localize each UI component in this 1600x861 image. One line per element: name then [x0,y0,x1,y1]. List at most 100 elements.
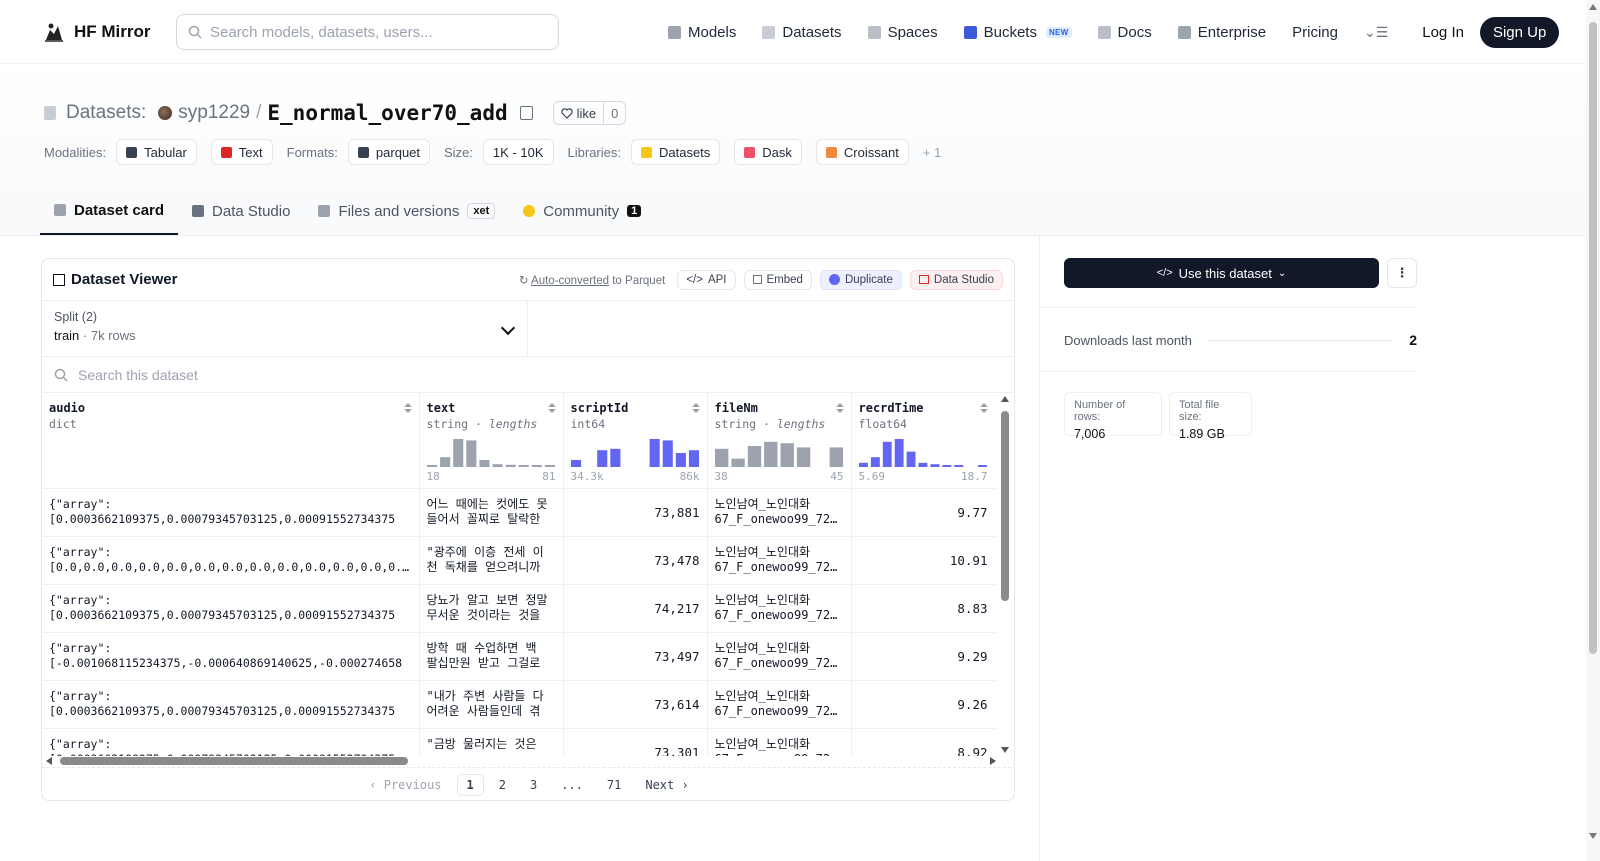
tag-size[interactable]: 1K - 10K [482,139,554,165]
login-link[interactable]: Log In [1422,23,1464,41]
tag-library-datasets[interactable]: Datasets [630,139,721,165]
column-header-audio[interactable]: audio dict [42,393,420,489]
tab-data-studio[interactable]: Data Studio [178,187,304,235]
nav-datasets[interactable]: Datasets [762,24,842,41]
histogram-bar[interactable] [730,458,745,467]
page-2-button[interactable]: 2 [498,777,506,792]
tag-library-dask[interactable]: Dask [734,139,802,165]
histogram-bar[interactable] [649,439,660,467]
api-button[interactable]: </> API [677,269,736,290]
repo-owner-link[interactable]: syp1229 [178,102,251,123]
tab-community[interactable]: Community 1 [509,187,655,235]
page-71-button[interactable]: 71 [606,777,622,792]
table-row[interactable]: {"array": [-0.001068115234375,-0.00064086… [42,632,995,681]
page-1-button[interactable]: 1 [456,773,484,796]
histogram-bar[interactable] [953,465,963,467]
cell-text[interactable]: 당뇨가 알고 보면 정말 무서운 것이라는 것을 [419,584,564,633]
cell-audio[interactable]: {"array":[0.0003662109375,0.000793457031… [42,488,420,537]
table-row[interactable]: {"array":[0.0003662109375,0.000793457031… [42,680,995,729]
nav-buckets[interactable]: Buckets NEW [963,24,1072,41]
scroll-up-icon[interactable] [1589,4,1597,10]
histogram-bar[interactable] [465,440,476,467]
copy-icon[interactable] [519,106,533,120]
column-header-text[interactable]: text string · lengths 18 81 [419,393,564,489]
histogram-bar[interactable] [531,465,542,467]
table-row[interactable]: {"array":[0.0003662109375,0.000793457031… [42,584,995,633]
histogram-bar[interactable] [780,443,794,467]
table-row[interactable]: {"array":[0.0003662109375,0.000793457031… [42,728,995,756]
histogram-bar[interactable] [941,465,951,467]
histogram-bar[interactable] [675,453,686,467]
column-histogram[interactable] [714,439,843,467]
nav-enterprise[interactable]: Enterprise [1177,24,1266,41]
histogram-bar[interactable] [596,450,607,467]
histogram-bar[interactable] [796,447,810,467]
cell-audio[interactable]: {"array": [-0.001068115234375,-0.00064086… [42,632,420,681]
column-header-scriptid[interactable]: scriptId int64 34.3k 86k [563,393,708,489]
histogram-bar[interactable] [977,465,987,467]
histogram-bar[interactable] [870,457,880,467]
scrollbar-thumb[interactable] [1001,411,1009,601]
tag-library-croissant[interactable]: Croissant [815,139,909,165]
more-options-button[interactable]: ⋮ [1387,258,1417,288]
sort-icon[interactable] [691,403,700,415]
dataset-search-input[interactable]: Search this dataset [42,357,1014,393]
histogram-bar[interactable] [747,446,761,467]
histogram-bar[interactable] [882,441,892,467]
histogram-bar[interactable] [858,462,868,467]
table-vertical-scrollbar[interactable] [999,396,1011,753]
cell-script-id[interactable]: 73,881 [563,488,708,537]
page-scrollbar[interactable] [1586,0,1600,861]
histogram-bar[interactable] [930,464,939,467]
column-header-filenm[interactable]: fileNm string · lengths 38 45 [707,393,852,489]
cell-record-time[interactable]: 8.83 [851,584,995,633]
tag-tabular[interactable]: Tabular [116,139,197,165]
sort-icon[interactable] [835,403,844,415]
histogram-bar[interactable] [829,447,843,467]
cell-record-time[interactable]: 9.77 [851,488,995,537]
cell-record-time[interactable]: 9.29 [851,632,995,681]
table-row[interactable]: {"array":[0.0003662109375,0.000793457031… [42,488,995,537]
cell-audio[interactable]: {"array":[0.0003662109375,0.000793457031… [42,728,420,756]
histogram-bar[interactable] [714,448,728,467]
tag-parquet[interactable]: parquet [347,139,431,165]
scrollbar-thumb[interactable] [1589,22,1597,654]
histogram-bar[interactable] [918,462,927,467]
histogram-bar[interactable] [570,460,581,467]
cell-record-time[interactable]: 10.91 [851,536,995,585]
cell-text[interactable]: "내가 주변 사람들 다 어려운 사람들인데 겪 [419,680,564,729]
brand-logo[interactable]: HF Mirror [42,20,151,44]
cell-text[interactable]: 어느 때에는 컷에도 못 들어서 꼴찌로 탈락한 [419,488,564,537]
cell-audio[interactable]: {"array":[0.0003662109375,0.000793457031… [42,680,420,729]
nav-more-menu-icon[interactable]: ⌄☰ [1363,23,1389,40]
histogram-bar[interactable] [452,439,463,467]
nav-pricing[interactable]: Pricing [1292,24,1338,41]
data-studio-button[interactable]: Data Studio [909,269,1003,290]
sort-icon[interactable] [547,403,556,415]
histogram-bar[interactable] [609,448,620,467]
duplicate-button[interactable]: Duplicate [819,269,902,290]
owner-avatar[interactable] [158,106,173,120]
page-3-button[interactable]: 3 [529,777,538,792]
column-header-recrdtime[interactable]: recrdTime float64 5.69 18.7 [851,393,995,489]
cell-record-time[interactable]: 8.92 [851,728,995,756]
more-tags-link[interactable]: + 1 [922,144,942,160]
like-button[interactable]: like 0 [552,101,627,125]
histogram-bar[interactable] [439,457,450,467]
histogram-bar[interactable] [688,450,699,467]
scroll-left-icon[interactable] [46,757,52,765]
previous-page-button[interactable]: ‹ Previous [369,777,442,792]
cell-audio[interactable]: {"array": [0.0,0.0,0.0,0.0,0.0,0.0,0.0,0.… [42,536,420,585]
scroll-down-icon[interactable] [1001,747,1009,753]
scrollbar-thumb[interactable] [60,757,408,765]
use-this-dataset-button[interactable]: </> Use this dataset ⌄ [1064,258,1379,288]
cell-script-id[interactable]: 73,478 [563,536,708,585]
global-search-input[interactable]: Search models, datasets, users... [176,14,559,50]
histogram-bar[interactable] [894,439,904,467]
